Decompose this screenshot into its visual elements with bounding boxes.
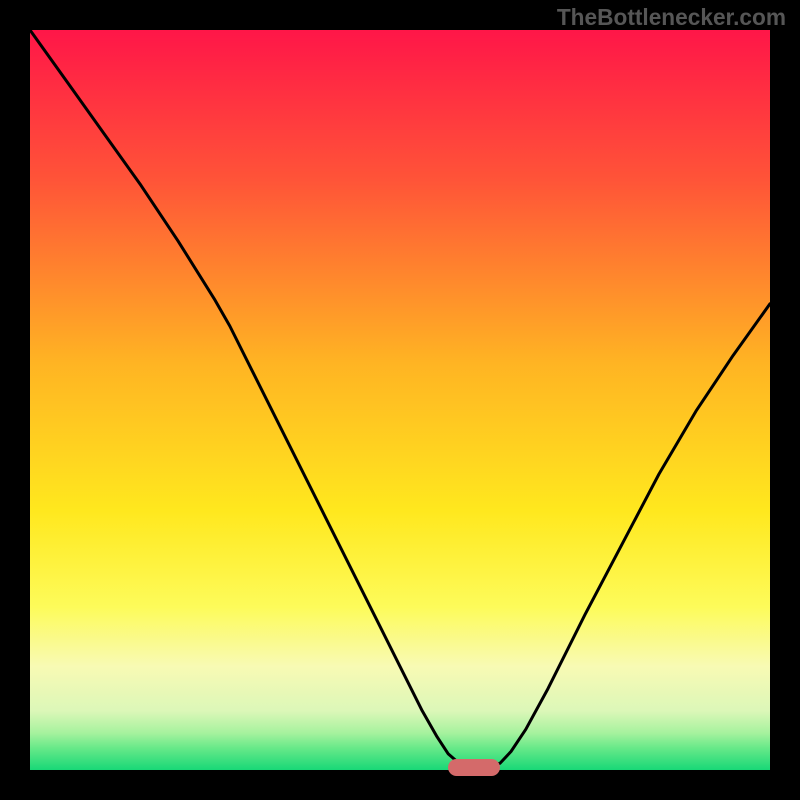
chart-container: TheBottlenecker.com <box>0 0 800 800</box>
bottleneck-curve <box>30 30 770 770</box>
watermark-text: TheBottlenecker.com <box>557 4 786 31</box>
plot-area <box>30 30 770 770</box>
optimal-marker <box>448 759 500 776</box>
